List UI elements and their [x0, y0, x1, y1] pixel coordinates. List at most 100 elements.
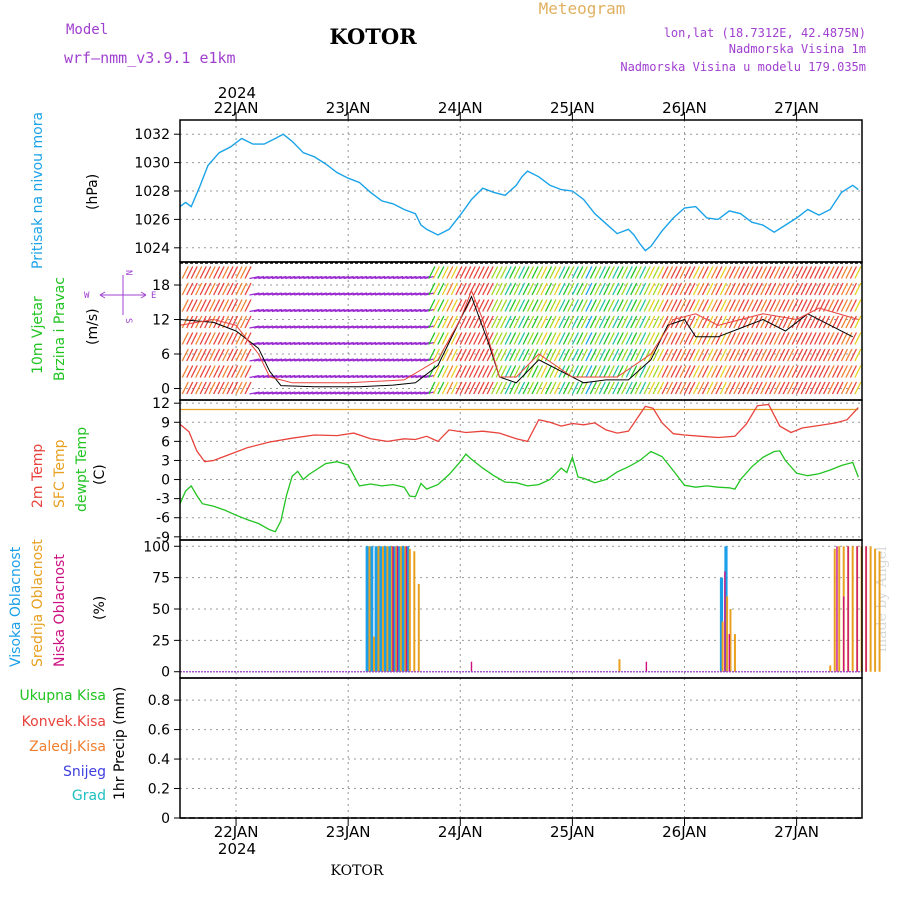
- wind-arrow: [253, 275, 265, 280]
- wind-arrow: [468, 381, 476, 395]
- wind-arrow: [446, 299, 454, 312]
- wind-arrow: [562, 266, 570, 279]
- wind-arrow: [181, 348, 189, 362]
- wind-arrow: [230, 332, 239, 345]
- wind-arrow: [769, 348, 777, 362]
- wind-arrow: [544, 299, 553, 312]
- wind-arrow: [540, 332, 548, 345]
- wind-arrow: [737, 332, 745, 345]
- wind-arrow: [258, 325, 269, 329]
- wind-arrow: [540, 282, 548, 296]
- wind-arrow: [504, 266, 512, 279]
- wind-arrow: [204, 332, 212, 345]
- wind-arrow: [827, 381, 835, 395]
- wind-arrow: [262, 391, 274, 395]
- mid-cloud-bar: [878, 551, 881, 672]
- wind-arrow: [226, 315, 234, 329]
- wind-arrow: [504, 365, 512, 378]
- wind-arrow: [455, 365, 463, 378]
- wind-arrow: [522, 299, 530, 312]
- y-tick-label: 6: [161, 347, 170, 363]
- wind-arrow: [724, 282, 732, 296]
- wind-arrow: [719, 348, 727, 362]
- wind-arrow: [854, 282, 862, 296]
- wind-arrow: [679, 332, 687, 345]
- wind-arrow: [674, 348, 683, 362]
- wind-arrow: [701, 348, 710, 362]
- wind-arrow: [446, 266, 454, 279]
- wind-arrow: [657, 348, 665, 362]
- wind-arrow: [531, 266, 539, 279]
- wind-label-2: Brzina i Pravac: [52, 277, 68, 381]
- low-cloud-bar: [842, 596, 845, 672]
- wind-arrow: [822, 315, 831, 329]
- wind-arrow: [312, 391, 323, 395]
- wind-arrow: [339, 374, 350, 379]
- wind-arrow: [513, 282, 521, 296]
- wind-arrow: [665, 266, 674, 279]
- wind-arrow: [230, 282, 239, 296]
- wind-arrow: [607, 299, 615, 312]
- wind-arrow: [383, 292, 395, 296]
- wind-arrow: [733, 381, 741, 395]
- wind-arrow: [531, 348, 539, 362]
- wind-arrow: [459, 315, 467, 329]
- wind-arrow: [316, 325, 327, 329]
- wind-arrow: [352, 358, 363, 362]
- wind-arrow: [464, 315, 472, 329]
- wind-arrow: [522, 348, 530, 362]
- wind-arrow: [571, 348, 579, 362]
- wind-arrow: [199, 365, 207, 378]
- wind-arrow: [576, 266, 584, 279]
- wind-arrow: [630, 381, 638, 395]
- wind-arrow: [464, 332, 472, 345]
- wind-arrow: [665, 365, 674, 378]
- wind-arrow: [415, 325, 426, 329]
- wind-arrow: [468, 299, 476, 312]
- wind-arrow: [742, 332, 750, 345]
- wind-arrow: [352, 275, 363, 280]
- wind-arrow: [787, 282, 795, 296]
- wind-arrow: [773, 282, 781, 296]
- wind-arrow: [715, 299, 723, 312]
- wind-arrow: [419, 292, 431, 296]
- wind-arrow: [598, 315, 606, 329]
- low-cloud-bar: [847, 546, 849, 672]
- wind-arrow: [760, 381, 768, 395]
- y-tick-label: 0: [161, 382, 170, 398]
- wind-arrow: [280, 292, 292, 296]
- wind-arrow: [370, 292, 381, 296]
- wind-arrow: [621, 266, 629, 279]
- wind-arrow: [553, 315, 562, 329]
- wind-arrow: [630, 315, 638, 329]
- wind-arrow: [217, 299, 225, 312]
- wind-arrow: [473, 365, 481, 378]
- y-tick-label: 0: [161, 473, 170, 489]
- wind-arrow: [406, 341, 417, 346]
- wind-arrow: [253, 341, 265, 346]
- wind-arrow: [495, 299, 503, 312]
- wind-arrow: [746, 315, 754, 329]
- wind-arrow: [746, 332, 754, 345]
- wind-arrow: [213, 282, 221, 296]
- panel-border-precip: [179, 677, 863, 819]
- wind-arrow: [773, 332, 781, 345]
- wind-arrow: [746, 299, 754, 312]
- wind-arrow: [495, 381, 503, 395]
- wind-arrow: [388, 275, 399, 280]
- wind-arrow: [607, 315, 615, 329]
- wind-arrow: [303, 275, 314, 280]
- wind-arrow: [204, 365, 212, 378]
- wind-arrow: [558, 315, 566, 329]
- mid-cloud-bar: [733, 634, 736, 672]
- wind-arrow: [222, 381, 230, 395]
- wind-arrow: [181, 266, 189, 279]
- wind-arrow: [392, 308, 404, 313]
- wind-arrow: [330, 358, 341, 362]
- wind-arrow: [383, 275, 395, 280]
- wind-arrow: [598, 299, 606, 312]
- wind-arrow: [334, 325, 345, 329]
- wind-arrow: [639, 365, 647, 378]
- wind-arrow: [796, 332, 804, 345]
- wind-arrow: [782, 332, 790, 345]
